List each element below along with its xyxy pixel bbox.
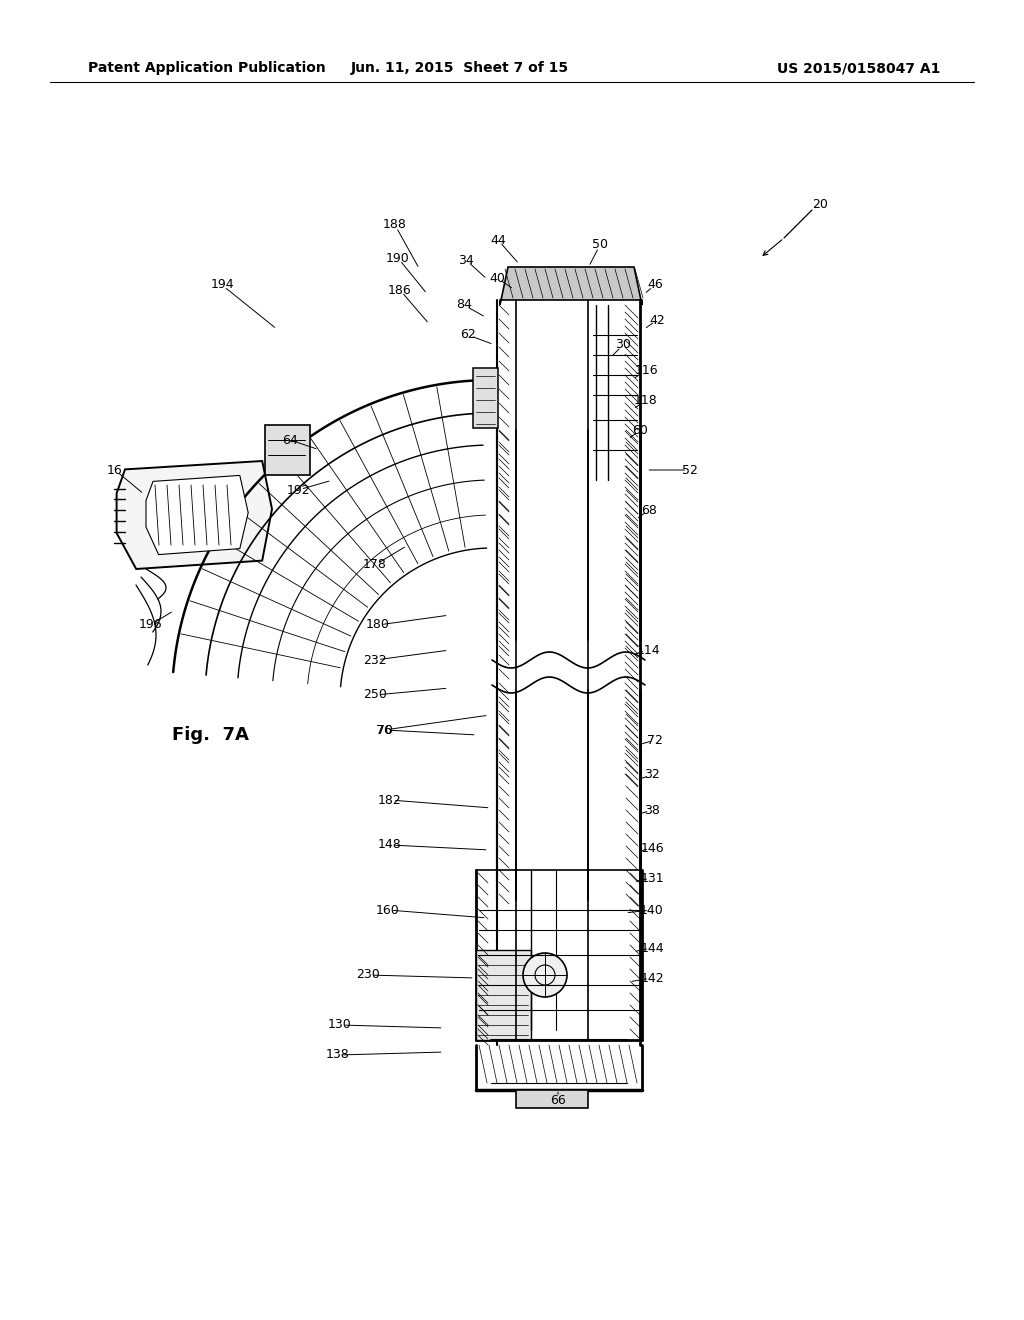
Text: 84: 84 bbox=[456, 298, 472, 312]
Text: 66: 66 bbox=[550, 1093, 566, 1106]
Text: 232: 232 bbox=[364, 653, 387, 667]
Text: 188: 188 bbox=[383, 219, 407, 231]
Text: 160: 160 bbox=[376, 903, 400, 916]
Bar bbox=[473, 368, 498, 428]
Polygon shape bbox=[117, 461, 272, 569]
Text: 144: 144 bbox=[640, 941, 664, 954]
Text: 50: 50 bbox=[592, 239, 608, 252]
Text: 46: 46 bbox=[647, 279, 663, 292]
Text: 38: 38 bbox=[644, 804, 659, 817]
Polygon shape bbox=[146, 475, 248, 554]
Text: 30: 30 bbox=[615, 338, 631, 351]
Circle shape bbox=[523, 953, 567, 997]
Text: 116: 116 bbox=[634, 363, 657, 376]
Text: 68: 68 bbox=[641, 503, 657, 516]
Text: 60: 60 bbox=[632, 424, 648, 437]
Text: 250: 250 bbox=[364, 689, 387, 701]
Text: 178: 178 bbox=[364, 558, 387, 572]
Text: 34: 34 bbox=[458, 253, 474, 267]
Text: 140: 140 bbox=[640, 903, 664, 916]
Text: 194: 194 bbox=[210, 279, 233, 292]
Bar bbox=[476, 950, 531, 1040]
Text: 32: 32 bbox=[644, 768, 659, 781]
Text: 130: 130 bbox=[328, 1019, 352, 1031]
Text: 192: 192 bbox=[286, 483, 310, 496]
Text: Fig.  7A: Fig. 7A bbox=[172, 726, 249, 744]
Bar bbox=[265, 425, 310, 475]
Text: 52: 52 bbox=[682, 463, 698, 477]
Text: US 2015/0158047 A1: US 2015/0158047 A1 bbox=[776, 61, 940, 75]
Text: 72: 72 bbox=[647, 734, 663, 747]
Text: 230: 230 bbox=[356, 969, 380, 982]
Text: Jun. 11, 2015  Sheet 7 of 15: Jun. 11, 2015 Sheet 7 of 15 bbox=[351, 61, 569, 75]
Text: 16: 16 bbox=[108, 463, 123, 477]
Text: 114: 114 bbox=[636, 644, 659, 656]
Text: 146: 146 bbox=[640, 842, 664, 854]
Text: 196: 196 bbox=[138, 619, 162, 631]
Text: 142: 142 bbox=[640, 972, 664, 985]
Text: 131: 131 bbox=[640, 871, 664, 884]
Text: 42: 42 bbox=[649, 314, 665, 326]
Text: 118: 118 bbox=[634, 393, 657, 407]
Text: 64: 64 bbox=[283, 433, 298, 446]
Text: Patent Application Publication: Patent Application Publication bbox=[88, 61, 326, 75]
Polygon shape bbox=[500, 267, 642, 305]
Text: 138: 138 bbox=[326, 1048, 350, 1061]
Text: 76: 76 bbox=[376, 723, 392, 737]
Text: 182: 182 bbox=[378, 793, 401, 807]
Bar bbox=[516, 1090, 588, 1107]
Text: 190: 190 bbox=[386, 252, 410, 264]
Text: 20: 20 bbox=[812, 198, 828, 211]
Text: 186: 186 bbox=[388, 284, 412, 297]
Text: 62: 62 bbox=[460, 329, 476, 342]
Text: 148: 148 bbox=[378, 838, 401, 851]
Text: 180: 180 bbox=[366, 619, 390, 631]
Text: 40: 40 bbox=[489, 272, 505, 285]
Text: 70: 70 bbox=[377, 723, 393, 737]
Text: 44: 44 bbox=[490, 234, 506, 247]
